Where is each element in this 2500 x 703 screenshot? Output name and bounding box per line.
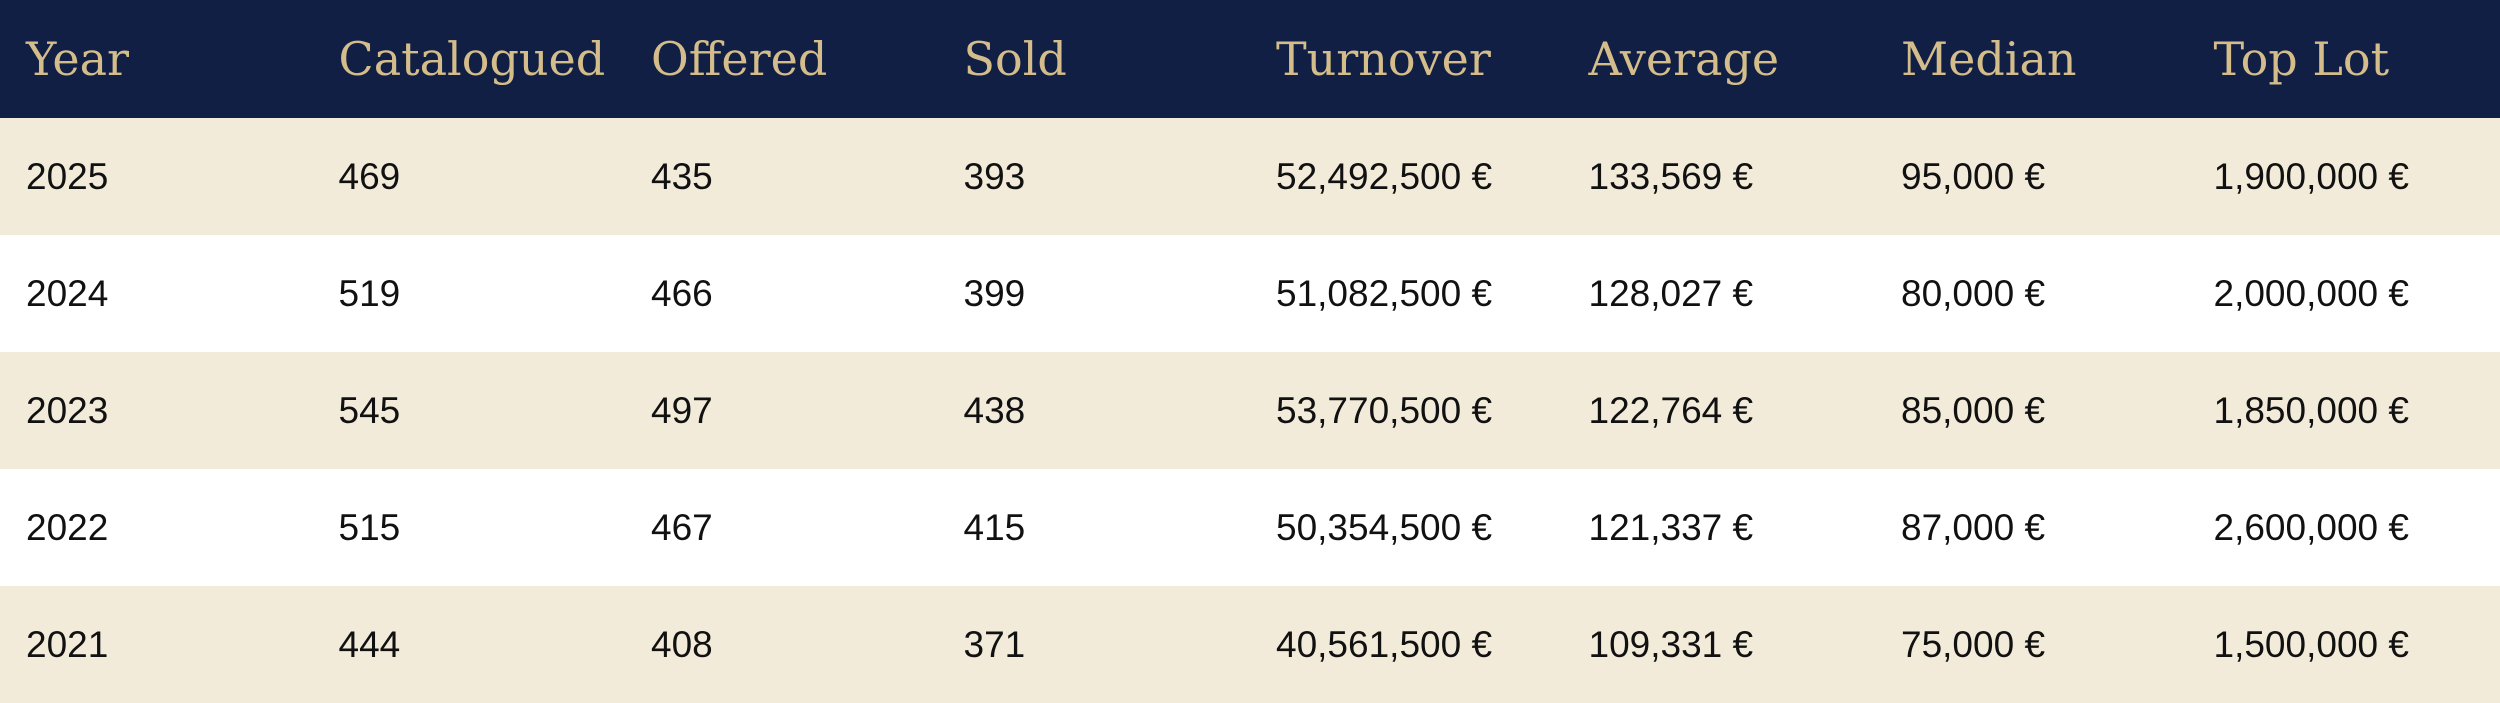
cell-top-lot: 1,900,000 €: [2213, 155, 2409, 197]
cell-sold: 438: [963, 389, 1026, 431]
cell-average: 122,764 €: [1588, 389, 1754, 431]
column-header-turnover: Turnover: [1276, 32, 1491, 86]
cell-median: 85,000 €: [1901, 389, 2046, 431]
column-header-average: Average: [1588, 32, 1780, 86]
column-header-offered: Offered: [651, 32, 828, 86]
table-row: 2024 519 466 399 51,082,500 € 128,027 € …: [0, 235, 2500, 352]
cell-turnover: 51,082,500 €: [1276, 272, 1493, 314]
cell-median: 87,000 €: [1901, 506, 2046, 548]
cell-offered: 467: [651, 506, 713, 548]
cell-turnover: 40,561,500 €: [1276, 623, 1493, 665]
cell-median: 95,000 €: [1901, 155, 2046, 197]
cell-year: 2022: [26, 506, 109, 548]
column-header-catalogued: Catalogued: [338, 32, 606, 86]
cell-top-lot: 2,600,000 €: [2213, 506, 2409, 548]
cell-sold: 415: [963, 506, 1026, 548]
cell-top-lot: 1,500,000 €: [2213, 623, 2409, 665]
cell-turnover: 52,492,500 €: [1276, 155, 1493, 197]
cell-year: 2021: [26, 623, 109, 665]
table-row: 2021 444 408 371 40,561,500 € 109,331 € …: [0, 586, 2500, 703]
cell-offered: 497: [651, 389, 713, 431]
table-row: 2023 545 497 438 53,770,500 € 122,764 € …: [0, 352, 2500, 469]
cell-average: 128,027 €: [1588, 272, 1754, 314]
cell-turnover: 50,354,500 €: [1276, 506, 1493, 548]
cell-catalogued: 545: [338, 389, 401, 431]
cell-catalogued: 444: [338, 623, 401, 665]
cell-year: 2023: [26, 389, 109, 431]
column-header-sold: Sold: [963, 32, 1067, 86]
cell-top-lot: 1,850,000 €: [2213, 389, 2409, 431]
column-header-year: Year: [26, 32, 130, 86]
cell-offered: 435: [651, 155, 713, 197]
cell-offered: 466: [651, 272, 713, 314]
cell-catalogued: 515: [338, 506, 401, 548]
cell-year: 2024: [26, 272, 109, 314]
column-header-top-lot: Top Lot: [2213, 32, 2390, 86]
cell-average: 133,569 €: [1588, 155, 1754, 197]
cell-sold: 371: [963, 623, 1026, 665]
table-row: 2025 469 435 393 52,492,500 € 133,569 € …: [0, 118, 2500, 235]
column-header-median: Median: [1901, 32, 2077, 86]
table-row: 2022 515 467 415 50,354,500 € 121,337 € …: [0, 469, 2500, 586]
cell-average: 109,331 €: [1588, 623, 1754, 665]
cell-average: 121,337 €: [1588, 506, 1754, 548]
cell-sold: 399: [963, 272, 1026, 314]
table-header-row: Year Catalogued Offered Sold Turnover Av…: [0, 0, 2500, 118]
cell-sold: 393: [963, 155, 1026, 197]
cell-offered: 408: [651, 623, 713, 665]
cell-median: 75,000 €: [1901, 623, 2046, 665]
cell-top-lot: 2,000,000 €: [2213, 272, 2409, 314]
cell-turnover: 53,770,500 €: [1276, 389, 1493, 431]
cell-catalogued: 519: [338, 272, 401, 314]
cell-year: 2025: [26, 155, 109, 197]
cell-median: 80,000 €: [1901, 272, 2046, 314]
cell-catalogued: 469: [338, 155, 401, 197]
